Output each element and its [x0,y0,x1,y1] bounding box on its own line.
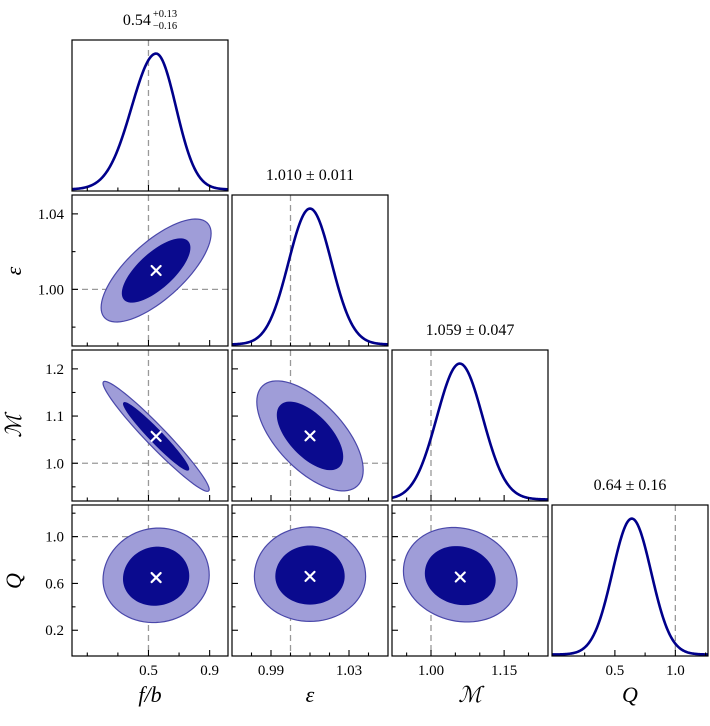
posterior-title-m: 1.059 ± 0.047 [392,317,548,345]
x-axis-label-fb: f/b [138,682,162,707]
posterior-title-q-text: 0.64 ± 0.16 [593,477,667,494]
y-axis-label-m: ℳ [1,413,26,438]
posterior-title-fb-value: 0.54 [122,12,151,29]
posterior-title-q: 0.64 ± 0.16 [552,472,708,500]
posterior-title-m-text: 1.059 ± 0.047 [425,322,515,339]
posterior-title-fb-upper: +0.13 [152,9,178,21]
posterior-title-fb: 0.54 +0.13 −0.16 [72,7,228,35]
posterior-title-eps: 1.010 ± 0.011 [232,162,388,190]
x-axis-label-m: ℳ [458,682,482,707]
y-axis-label-q: Q [1,572,26,589]
posterior-title-fb-errors: +0.13 −0.16 [153,9,177,33]
posterior-title-fb-lower: −0.16 [152,21,178,32]
y-axis-label-eps: ε [1,266,26,275]
x-axis-label-q: Q [622,682,638,707]
posterior-title-eps-text: 1.010 ± 0.011 [265,167,355,184]
x-axis-label-eps: ε [305,682,315,707]
